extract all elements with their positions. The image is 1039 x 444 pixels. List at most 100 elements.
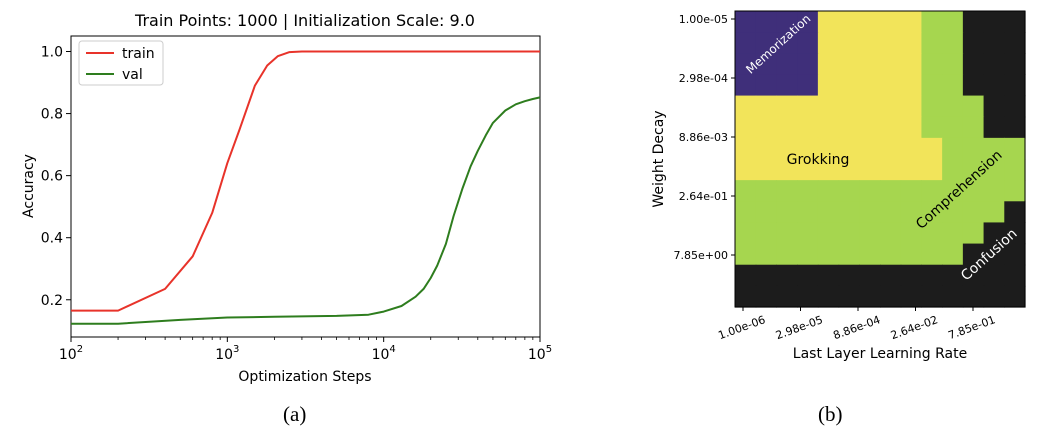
heatmap-cell-memorization (755, 74, 778, 97)
heatmap-cell-confusion (817, 285, 840, 308)
x-tick-label: 8.86e-04 (831, 313, 882, 342)
heatmap-cell-confusion (735, 285, 757, 308)
heatmap-cell-comprehension (859, 243, 881, 266)
annotation-grokking: Grokking (787, 152, 850, 168)
y-tick-label: 2.64e-01 (679, 190, 728, 203)
x-tick-label: 105 (528, 344, 552, 363)
heatmap-cell-confusion (776, 285, 798, 308)
x-tick-label: 103 (215, 344, 239, 363)
heatmap-cell-grokking (817, 116, 840, 139)
heatmap-cell-comprehension (942, 222, 964, 245)
line-chart-panel: Train Points: 1000 | Initialization Scal… (21, 11, 552, 385)
heatmap-cell-confusion (1004, 116, 1026, 139)
heatmap-cell-grokking (880, 74, 902, 97)
heatmap-cell-comprehension (838, 222, 860, 245)
heatmap-cell-comprehension (755, 201, 778, 224)
y-tick-label: 7.85e+00 (674, 249, 728, 262)
heatmap-cell-comprehension (817, 201, 840, 224)
heatmap-cell-comprehension (838, 180, 860, 202)
x-tick-label: 2.64e-02 (889, 313, 940, 342)
heatmap-cell-grokking (817, 95, 840, 118)
caption-b: (b) (818, 402, 843, 426)
series-line-val (71, 96, 541, 325)
chart-title: Train Points: 1000 | Initialization Scal… (134, 11, 475, 30)
heatmap-cell-grokking (817, 11, 840, 33)
heatmap-cell-grokking (900, 116, 923, 139)
heatmap-cell-confusion (962, 264, 985, 287)
plot-frame (70, 35, 541, 338)
heatmap-cell-confusion (900, 264, 923, 287)
heatmap-cell-comprehension (921, 180, 943, 202)
heatmap-cell-confusion (1004, 243, 1026, 266)
heatmap-cell-grokking (838, 74, 860, 97)
heatmap-cell-confusion (880, 285, 902, 308)
heatmap-cell-memorization (755, 32, 778, 54)
heatmap-cell-confusion (797, 264, 819, 287)
heatmap-cell-comprehension (735, 222, 757, 245)
heatmap-cell-comprehension (921, 116, 943, 139)
heatmap-cell-grokking (880, 116, 902, 139)
heatmap-cell-grokking (880, 11, 902, 33)
heatmap-cell-comprehension (838, 201, 860, 224)
heatmap-cell-comprehension (983, 159, 1005, 181)
legend-label-val: val (122, 67, 143, 83)
heatmap-cell-grokking (859, 137, 881, 160)
heatmap-cell-comprehension (942, 53, 964, 76)
legend: train val (78, 40, 164, 86)
heatmap-cell-grokking (859, 116, 881, 139)
heatmap-cell-grokking (776, 137, 798, 160)
heatmap-cell-comprehension (1004, 137, 1026, 160)
heatmap-cell-grokking (838, 137, 860, 160)
heatmap-cell-comprehension (921, 32, 943, 54)
x-tick-label: 7.85e-01 (946, 313, 997, 342)
heatmap-cell-confusion (921, 264, 943, 287)
heatmap-cell-grokking (859, 32, 881, 54)
heatmap-cell-comprehension (942, 201, 964, 224)
heatmap-cell-grokking (900, 74, 923, 97)
heatmap-cell-confusion (983, 222, 1005, 245)
heatmap-cell-grokking (838, 159, 860, 181)
heatmap-cell-memorization (776, 74, 798, 97)
heatmap-cell-confusion (859, 264, 881, 287)
heatmap-cell-confusion (838, 285, 860, 308)
heatmap-cell-confusion (921, 285, 943, 308)
series-line-train (71, 50, 540, 312)
heatmap-cell-grokking (900, 32, 923, 54)
heatmap-cell-grokking (921, 159, 943, 181)
heatmap-cell-comprehension (962, 116, 985, 139)
heatmap-cell-comprehension (838, 243, 860, 266)
heatmap-cell-grokking (900, 137, 923, 160)
heatmap-cell-comprehension (755, 243, 778, 266)
heatmap-cell-grokking (776, 159, 798, 181)
heatmap-cell-comprehension (962, 201, 985, 224)
heatmap-cell-comprehension (755, 180, 778, 202)
heatmap-cell-comprehension (776, 201, 798, 224)
heatmap-cell-grokking (859, 95, 881, 118)
heatmap-cell-comprehension (942, 32, 964, 54)
heatmap-cell-memorization (776, 11, 798, 33)
heatmap-cell-grokking (817, 53, 840, 76)
heatmap-cell-grokking (921, 137, 943, 160)
heatmap-cell-comprehension (817, 222, 840, 245)
heatmap-cell-grokking (880, 159, 902, 181)
heatmap-cell-comprehension (900, 243, 923, 266)
x-tick-label: 1.00e-06 (716, 313, 767, 342)
heatmap-cell-confusion (983, 264, 1005, 287)
heatmap-cell-memorization (755, 53, 778, 76)
heatmap-cell-confusion (900, 285, 923, 308)
heatmap-cell-confusion (1004, 53, 1026, 76)
heatmap-cell-grokking (838, 95, 860, 118)
heatmap-cell-confusion (962, 74, 985, 97)
series-lines (71, 50, 541, 325)
heatmap-cell-comprehension (1004, 159, 1026, 181)
heatmap-cell-confusion (962, 285, 985, 308)
heatmap-cell-memorization (755, 11, 778, 33)
heatmap-cell-comprehension (797, 201, 819, 224)
heatmap-cell-confusion (755, 285, 778, 308)
heatmap-cell-confusion (983, 116, 1005, 139)
heatmap-cell-comprehension (900, 222, 923, 245)
heatmap-cell-memorization (735, 53, 757, 76)
heatmap-cell-comprehension (797, 180, 819, 202)
heatmap-cell-confusion (942, 285, 964, 308)
heatmap-cell-confusion (735, 264, 757, 287)
